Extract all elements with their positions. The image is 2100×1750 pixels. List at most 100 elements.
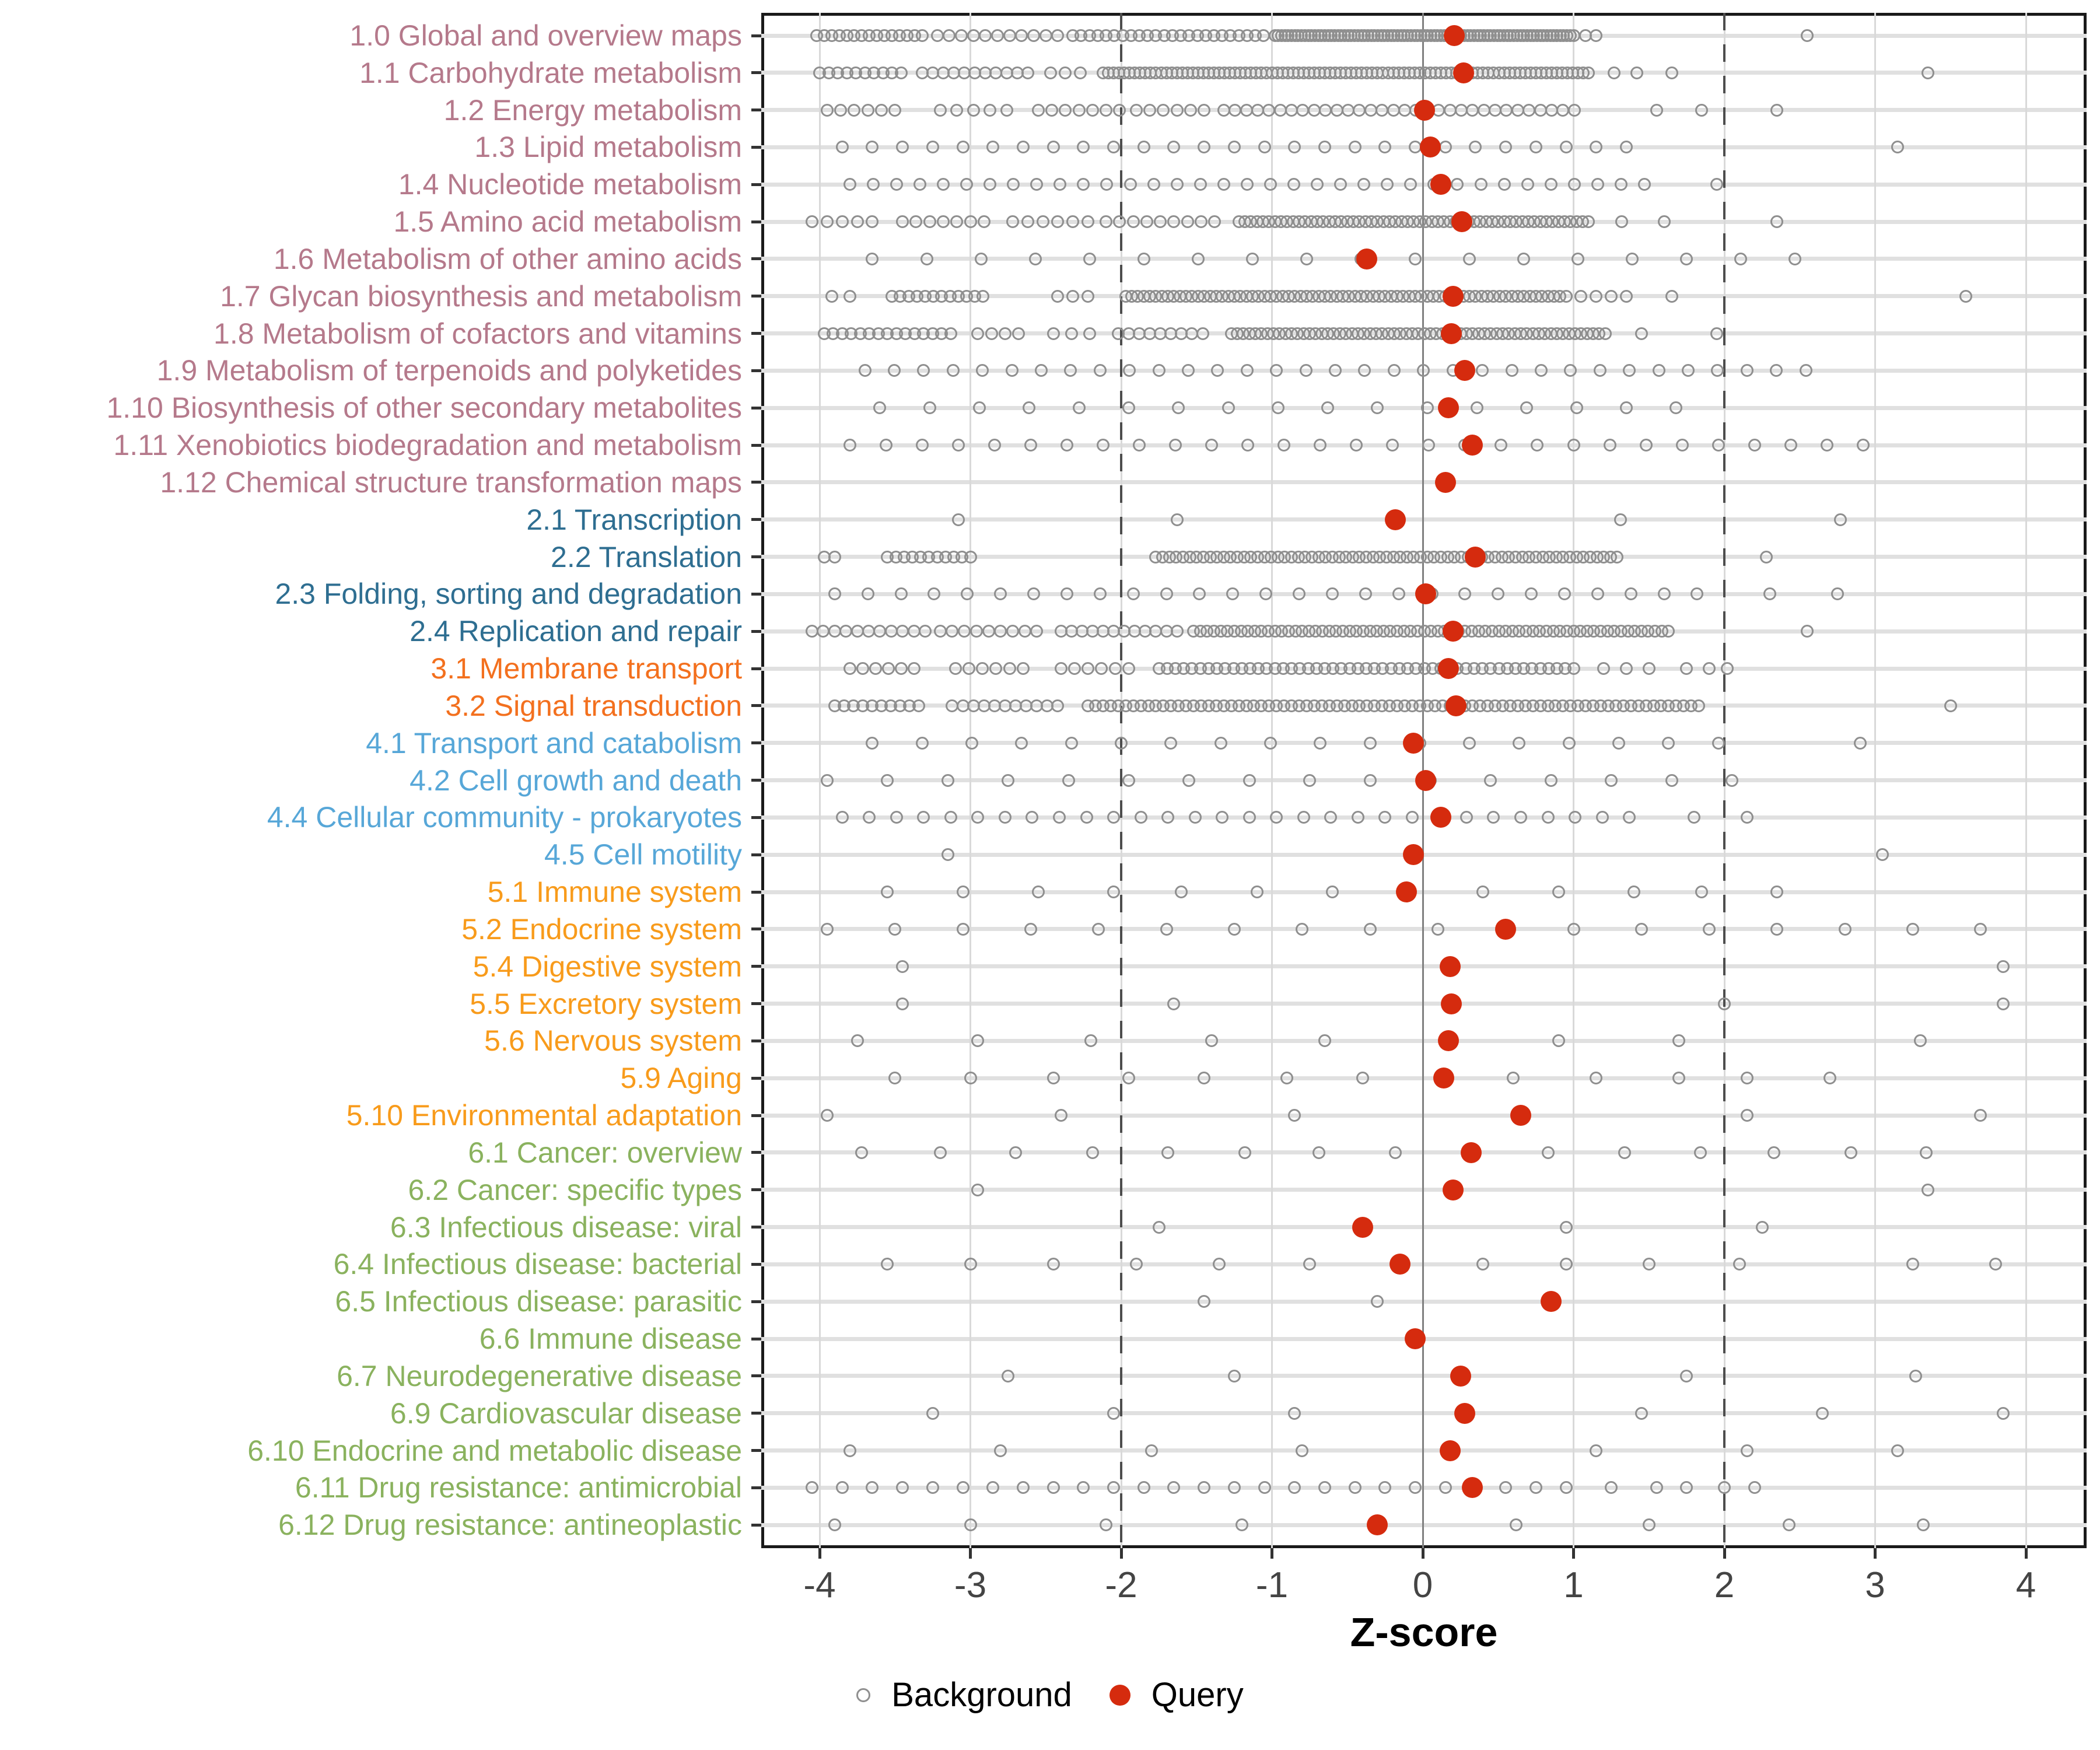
- query-point: [1445, 695, 1466, 716]
- background-point: [1060, 587, 1073, 601]
- x-axis-tick: [1421, 1548, 1424, 1559]
- query-point: [1510, 1105, 1532, 1126]
- background-point: [1567, 178, 1581, 191]
- background-point: [1513, 736, 1526, 750]
- background-point: [1083, 252, 1096, 265]
- query-point: [1439, 956, 1461, 977]
- background-point: [1541, 811, 1555, 824]
- query-point: [1415, 583, 1437, 605]
- background-point: [1582, 215, 1595, 229]
- background-point: [835, 1481, 849, 1494]
- background-point: [1026, 811, 1039, 824]
- background-point: [967, 29, 980, 42]
- background-point: [907, 662, 921, 676]
- background-point: [956, 141, 970, 154]
- background-point: [1634, 1406, 1648, 1420]
- background-point: [1598, 327, 1612, 340]
- background-point: [1420, 401, 1434, 415]
- background-point: [1680, 1369, 1693, 1382]
- background-point: [1605, 774, 1618, 787]
- background-point: [1834, 513, 1847, 526]
- background-point: [923, 401, 936, 415]
- background-point: [1627, 886, 1640, 899]
- background-point: [976, 364, 989, 377]
- background-point: [1240, 178, 1254, 191]
- background-point: [1662, 625, 1675, 638]
- background-point: [839, 625, 853, 638]
- background-point: [1371, 401, 1384, 415]
- background-point: [1321, 401, 1335, 415]
- y-axis-tick: [751, 779, 761, 782]
- background-point: [834, 103, 848, 117]
- row-gridline: [761, 1076, 2087, 1080]
- background-point: [930, 29, 944, 42]
- background-point: [1003, 662, 1016, 676]
- background-point: [1784, 439, 1797, 452]
- background-point: [915, 736, 929, 750]
- background-point: [1471, 401, 1484, 415]
- background-point: [820, 774, 834, 787]
- background-point: [1188, 811, 1202, 824]
- query-point: [1462, 1477, 1483, 1499]
- vertical-gridline: [818, 13, 821, 1548]
- background-point: [971, 811, 985, 824]
- y-axis-label: 3.1 Membrane transport: [430, 652, 742, 685]
- background-point: [977, 289, 990, 303]
- background-point: [1505, 364, 1518, 377]
- background-point: [998, 811, 1012, 824]
- background-point: [1642, 1258, 1656, 1271]
- row-gridline: [761, 852, 2087, 857]
- background-point: [936, 178, 950, 191]
- background-point: [1567, 439, 1580, 452]
- background-point: [1271, 401, 1284, 415]
- background-point: [1137, 1481, 1150, 1494]
- background-point: [894, 587, 908, 601]
- background-point: [1404, 178, 1418, 191]
- background-point: [1270, 364, 1283, 377]
- background-point: [1665, 289, 1678, 303]
- background-point: [1205, 1034, 1219, 1048]
- y-axis-tick: [751, 1262, 761, 1266]
- background-point: [1409, 252, 1422, 265]
- background-point: [1096, 439, 1110, 452]
- background-point: [960, 178, 974, 191]
- background-point: [1137, 141, 1150, 154]
- background-point: [1170, 513, 1184, 526]
- legend-item: Query: [1109, 1675, 1244, 1714]
- background-point: [1143, 103, 1157, 117]
- background-point: [982, 625, 995, 638]
- background-point: [1318, 1481, 1331, 1494]
- dashed-reference-line: [1723, 13, 1726, 1548]
- background-point: [1258, 141, 1271, 154]
- background-point: [888, 103, 902, 117]
- background-point: [1634, 922, 1648, 936]
- background-point: [964, 215, 977, 229]
- background-point: [1074, 66, 1087, 79]
- background-point: [1300, 252, 1313, 265]
- background-point: [1245, 252, 1259, 265]
- x-axis-tick: [2024, 1548, 2028, 1559]
- background-point: [1122, 401, 1135, 415]
- background-point: [1350, 439, 1363, 452]
- background-point: [1544, 774, 1558, 787]
- background-point: [1363, 922, 1377, 936]
- background-point: [1559, 141, 1573, 154]
- background-point: [951, 439, 965, 452]
- background-point: [1241, 439, 1255, 452]
- y-axis-label: 1.5 Amino acid metabolism: [393, 205, 742, 239]
- background-point: [1680, 662, 1693, 676]
- vertical-gridline: [1874, 13, 1876, 1548]
- query-point: [1495, 918, 1517, 940]
- background-point: [881, 886, 894, 899]
- query-point: [1403, 732, 1424, 754]
- background-point: [1959, 289, 1972, 303]
- y-axis-tick: [751, 257, 761, 261]
- background-point: [1044, 66, 1057, 79]
- x-axis-tick-label: -3: [954, 1565, 987, 1605]
- background-point: [1216, 811, 1229, 824]
- background-point: [1569, 811, 1582, 824]
- legend: Background Query: [0, 1675, 2100, 1714]
- background-point: [977, 215, 991, 229]
- background-point: [1126, 587, 1140, 601]
- background-point: [1122, 1072, 1135, 1085]
